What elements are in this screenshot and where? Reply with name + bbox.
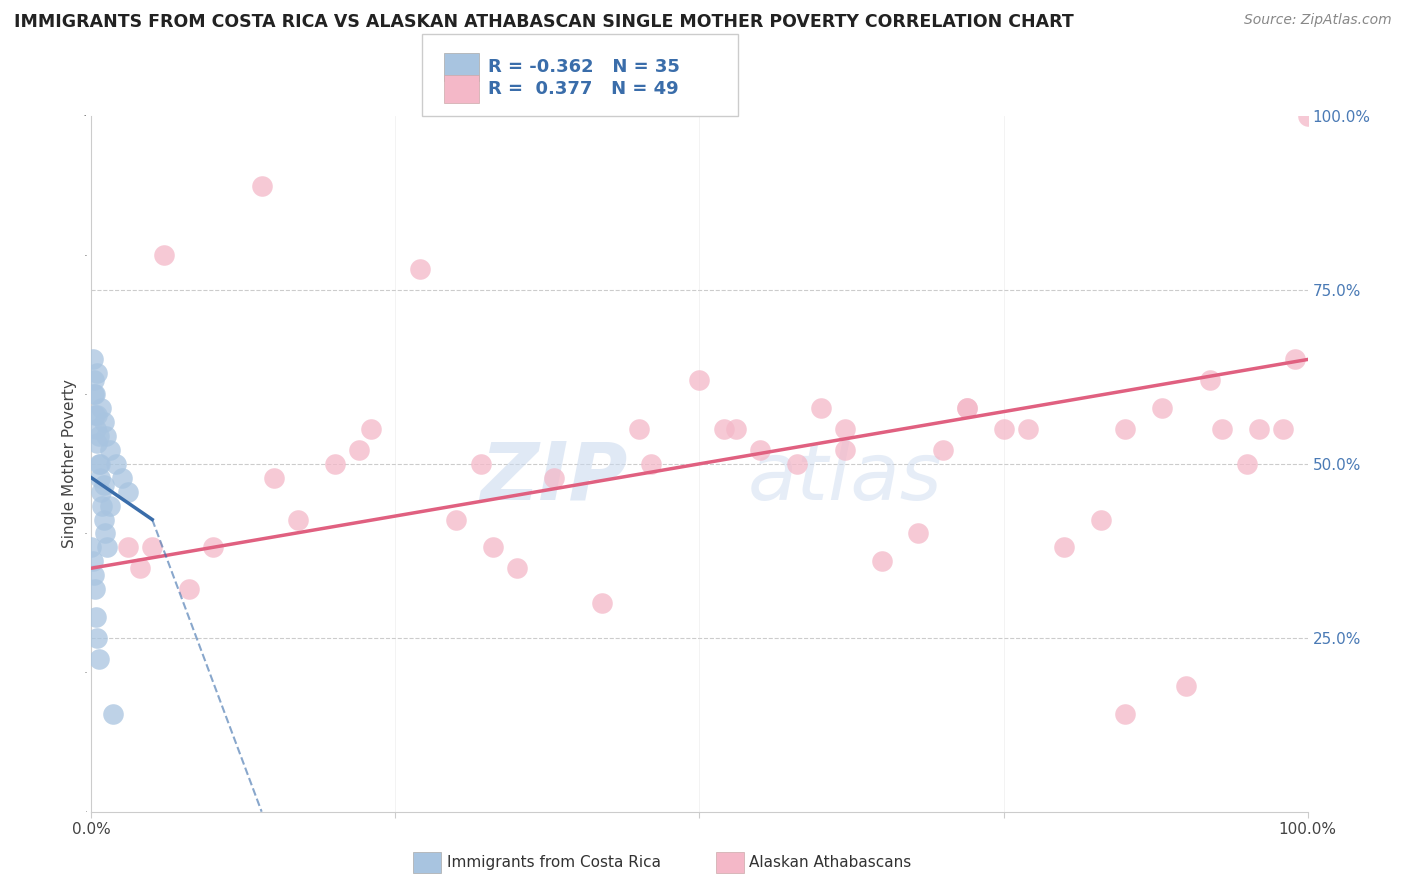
Point: [82, 352, 104, 367]
Point: [98, 442, 121, 457]
Point: [1053, 541, 1076, 555]
Point: [98, 499, 121, 513]
Point: [1150, 401, 1173, 416]
Point: [347, 442, 370, 457]
Point: [786, 457, 808, 471]
Point: [287, 512, 309, 526]
Point: [90, 484, 112, 499]
Point: [713, 422, 735, 436]
Point: [481, 541, 503, 555]
Point: [117, 541, 139, 555]
Point: [83, 387, 105, 401]
Point: [1272, 422, 1295, 436]
Point: [89, 457, 111, 471]
Point: [82, 554, 104, 568]
Point: [834, 442, 856, 457]
Point: [1017, 422, 1039, 436]
Point: [93, 477, 115, 491]
Point: [84, 408, 107, 422]
Point: [543, 471, 565, 485]
Point: [1236, 457, 1258, 471]
Point: [89, 471, 111, 485]
Point: [956, 401, 979, 416]
Point: [177, 582, 200, 596]
Point: [470, 457, 492, 471]
Y-axis label: Single Mother Poverty: Single Mother Poverty: [62, 379, 77, 549]
Point: [117, 484, 139, 499]
Text: R =  0.377   N = 49: R = 0.377 N = 49: [488, 80, 679, 98]
Point: [810, 401, 832, 416]
Point: [956, 401, 979, 416]
Point: [1247, 422, 1270, 436]
Point: [506, 561, 529, 575]
Point: [96, 541, 118, 555]
Point: [87, 457, 110, 471]
Point: [1114, 707, 1136, 722]
Point: [444, 512, 467, 526]
Point: [111, 471, 134, 485]
Point: [80, 541, 103, 555]
Point: [141, 541, 163, 555]
Point: [90, 401, 112, 416]
Point: [688, 373, 710, 387]
Point: [1284, 352, 1306, 367]
Point: [870, 554, 893, 568]
Point: [1175, 680, 1198, 694]
Point: [591, 596, 613, 610]
Point: [640, 457, 662, 471]
Point: [103, 707, 125, 722]
Point: [749, 442, 772, 457]
Point: [84, 422, 107, 436]
Point: [91, 499, 114, 513]
Point: [323, 457, 346, 471]
Point: [104, 457, 127, 471]
Text: Alaskan Athabascans: Alaskan Athabascans: [749, 855, 911, 870]
Text: R = -0.362   N = 35: R = -0.362 N = 35: [488, 58, 679, 76]
Text: IMMIGRANTS FROM COSTA RICA VS ALASKAN ATHABASCAN SINGLE MOTHER POVERTY CORRELATI: IMMIGRANTS FROM COSTA RICA VS ALASKAN AT…: [14, 13, 1074, 31]
Point: [627, 422, 650, 436]
Point: [1114, 422, 1136, 436]
Text: atlas: atlas: [748, 439, 943, 516]
Point: [84, 387, 107, 401]
Point: [1211, 422, 1233, 436]
Point: [93, 512, 115, 526]
Point: [724, 422, 747, 436]
Point: [1090, 512, 1112, 526]
Text: Immigrants from Costa Rica: Immigrants from Costa Rica: [447, 855, 661, 870]
Point: [129, 561, 152, 575]
Point: [93, 415, 115, 429]
Point: [1199, 373, 1222, 387]
Text: Source: ZipAtlas.com: Source: ZipAtlas.com: [1244, 13, 1392, 28]
Point: [250, 178, 273, 193]
Point: [409, 262, 432, 277]
Point: [87, 429, 110, 443]
Point: [907, 526, 929, 541]
Point: [84, 610, 107, 624]
Point: [263, 471, 285, 485]
Point: [931, 442, 953, 457]
Point: [834, 422, 856, 436]
Point: [84, 582, 107, 596]
Point: [86, 408, 108, 422]
Point: [86, 367, 108, 381]
Point: [202, 541, 225, 555]
Point: [83, 568, 105, 582]
Point: [1296, 109, 1319, 123]
Point: [360, 422, 382, 436]
Point: [86, 436, 108, 450]
Text: ZIP: ZIP: [479, 439, 627, 516]
Point: [83, 373, 105, 387]
Point: [993, 422, 1015, 436]
Point: [87, 651, 110, 665]
Point: [94, 429, 117, 443]
Point: [86, 631, 108, 645]
Point: [153, 248, 176, 262]
Point: [94, 526, 117, 541]
